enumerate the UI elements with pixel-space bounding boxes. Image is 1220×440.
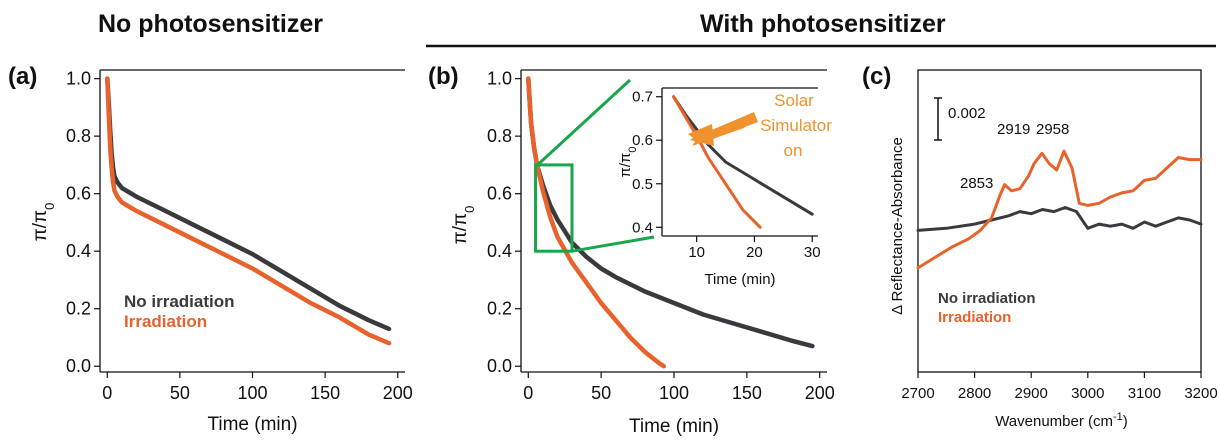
panel-c-series-irradiation-line bbox=[916, 149, 1203, 270]
panel-a-legend-irradiation: Irradiation bbox=[124, 312, 207, 331]
panel-a-x-tick-label: 150 bbox=[310, 383, 340, 403]
panel-b-x-tick-label: 100 bbox=[659, 383, 689, 403]
scale-bar-label: 0.002 bbox=[948, 105, 986, 122]
inset-y-tick-label: 0.5 bbox=[632, 176, 653, 193]
peak-label-2853: 2853 bbox=[960, 175, 993, 192]
inset-x-tick-label: 30 bbox=[804, 244, 821, 261]
panel-b-x-tick-label: 0 bbox=[523, 383, 533, 403]
panel-a-legend-no-irradiation: No irradiation bbox=[124, 292, 235, 311]
solar-arrow-head bbox=[690, 124, 714, 146]
panel-b-zoom-connector-bottom bbox=[571, 235, 655, 253]
inset-background bbox=[662, 88, 818, 236]
panel-b-label: (b) bbox=[428, 63, 459, 90]
panel-c-series-no-irradiation-line bbox=[916, 206, 1203, 232]
solar-arrow-shaft bbox=[700, 112, 758, 142]
panel-a-y-tick-label: 0.4 bbox=[66, 241, 91, 261]
solar-annotation-line-3: on bbox=[784, 141, 803, 160]
panel-b-y-axis-label: π/π0 bbox=[450, 206, 477, 245]
panel-b-y-tick-label: 0.4 bbox=[487, 241, 512, 261]
inset-y-tick-label: 0.6 bbox=[632, 132, 653, 149]
panel-b-x-axis-label: Time (min) bbox=[629, 416, 719, 437]
panel-c-x-tick-label: 2800 bbox=[958, 385, 991, 402]
header-no-photosensitizer: No photosensitizer bbox=[98, 10, 324, 38]
panel-c-frame bbox=[917, 69, 1202, 373]
solar-annotation-line-1: Solar bbox=[774, 91, 814, 110]
panel-b-zoom-connector-top bbox=[536, 78, 632, 167]
panel-b-y-tick-label: 0.2 bbox=[487, 299, 512, 319]
panel-b-y-tick-label: 0.8 bbox=[487, 126, 512, 146]
panel-c-x-tick-label: 3000 bbox=[1071, 385, 1104, 402]
solar-annotation-line-2: Simulator bbox=[760, 116, 832, 135]
panel-a-series-irradiation-line bbox=[105, 76, 392, 346]
panel-a-y-tick-label: 0.0 bbox=[66, 356, 91, 376]
panel-c-x-tick-label: 2700 bbox=[901, 385, 934, 402]
inset-y-tick-label: 0.7 bbox=[632, 89, 653, 106]
panel-c-x-tick-label: 3100 bbox=[1128, 385, 1161, 402]
peak-label-2919: 2919 bbox=[997, 121, 1030, 138]
panel-b-zoom-box bbox=[534, 163, 574, 253]
panel-c-y-axis-label: Δ Reflectance-Absorbance bbox=[889, 137, 906, 315]
panel-b-y-tick-label: 1.0 bbox=[487, 69, 512, 89]
inset-x-axis-label: Time (min) bbox=[704, 271, 775, 288]
panel-b-chart: 0 50 100 150 200 0.0 0.2 0.4 0.6 0.8 1.0 (b) Time (m… bbox=[428, 63, 835, 437]
header-with-photosensitizer: With photosensitizer bbox=[700, 10, 946, 38]
panel-a-y-tick-label: 0.6 bbox=[66, 184, 91, 204]
inset-x-tick-label: 10 bbox=[688, 244, 705, 261]
panel-b-y-tick-label: 0.0 bbox=[487, 356, 512, 376]
panel-a-x-tick-label: 0 bbox=[102, 383, 112, 403]
panel-a-chart: 0 50 100 150 200 0.0 0.2 0.4 0.6 0.8 1.0 (a) Time (m… bbox=[8, 63, 413, 435]
inset-x-tick-label: 20 bbox=[746, 244, 763, 261]
panel-a-y-tick-label: 0.8 bbox=[66, 126, 91, 146]
peak-label-2958: 2958 bbox=[1036, 121, 1069, 138]
panel-c-x-axis-label: Wavenumber (cm-1) bbox=[995, 411, 1128, 430]
panel-a-y-tick-label: 0.2 bbox=[66, 299, 91, 319]
panel-b-x-tick-label: 50 bbox=[591, 383, 611, 403]
panel-b-inset-chart: 10 20 30 0.4 0.5 0.6 0.7 Time (min) π/π0 Solar Sim… bbox=[617, 87, 832, 288]
panel-a-label: (a) bbox=[8, 63, 37, 90]
panel-c-legend-no-irradiation: No irradiation bbox=[938, 290, 1036, 307]
panel-a-x-tick-label: 50 bbox=[170, 383, 190, 403]
inset-y-axis-label: π/π0 bbox=[617, 147, 639, 178]
panel-a-x-tick-label: 100 bbox=[237, 383, 267, 403]
panel-c-chart: 2700 2800 2900 3000 3100 3200 (c) Wavenumber (c… bbox=[862, 63, 1218, 430]
panel-b-y-tick-label: 0.6 bbox=[487, 184, 512, 204]
panel-a-x-axis-label: Time (min) bbox=[207, 414, 297, 435]
panel-a-y-axis-label: π/π0 bbox=[30, 203, 57, 242]
panel-a-y-tick-label: 1.0 bbox=[66, 69, 91, 89]
panel-b-x-tick-label: 200 bbox=[805, 383, 835, 403]
inset-series-irradiation-line bbox=[672, 95, 762, 229]
inset-y-tick-label: 0.4 bbox=[632, 219, 653, 236]
panel-c-label: (c) bbox=[862, 63, 891, 90]
panel-a-x-tick-label: 200 bbox=[383, 383, 413, 403]
panel-c-x-tick-label: 3200 bbox=[1184, 385, 1217, 402]
panel-c-legend-irradiation: Irradiation bbox=[938, 309, 1011, 326]
panel-c-x-tick-label: 2900 bbox=[1015, 385, 1048, 402]
panel-b-x-tick-label: 150 bbox=[732, 383, 762, 403]
